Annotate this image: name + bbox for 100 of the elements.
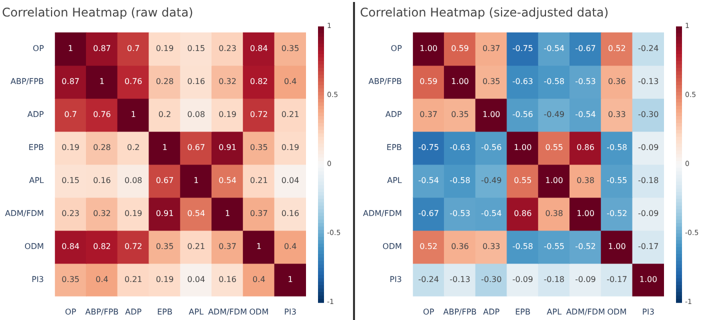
data-label: 0.36 (608, 76, 626, 86)
data-label: -0.58 (512, 242, 534, 251)
data-label: 0.76 (124, 76, 142, 86)
data-label: 0.54 (187, 208, 206, 218)
data-label: -0.58 (450, 176, 470, 185)
data-label: 0.04 (187, 274, 206, 284)
y-tick-label: ODM (382, 242, 402, 251)
data-label: 0.32 (93, 208, 111, 218)
data-label: 0.35 (451, 110, 469, 119)
data-label: 1 (288, 274, 293, 284)
data-label: 0.15 (187, 44, 206, 53)
y-tick-label: PI3 (32, 274, 44, 284)
data-label: 0.19 (124, 208, 142, 218)
data-label: 0.04 (281, 176, 300, 185)
data-label: 0.67 (187, 142, 206, 152)
data-label: 0.82 (250, 76, 268, 86)
data-label: 0.91 (218, 142, 236, 152)
data-label: -0.30 (481, 274, 502, 284)
data-label: 0.35 (62, 274, 80, 284)
data-label: -0.67 (418, 208, 439, 218)
data-label: 0.38 (545, 208, 564, 218)
data-label: 0.19 (156, 44, 174, 53)
data-label: 0.86 (576, 142, 594, 152)
data-label: -0.53 (575, 76, 596, 86)
data-label: -0.55 (606, 176, 628, 185)
x-tick-label: ADM/FDM (566, 307, 606, 316)
data-label: 0.37 (250, 208, 268, 218)
data-label: 0.37 (482, 44, 500, 53)
data-label: 0.15 (62, 176, 80, 185)
data-label: 0.7 (64, 110, 77, 119)
y-tick-label: EPB (28, 142, 44, 152)
data-label: -0.54 (544, 44, 564, 53)
data-label: 0.28 (156, 76, 174, 86)
data-label: 0.21 (250, 176, 268, 185)
data-label: -0.52 (575, 242, 596, 251)
data-label: -0.56 (512, 110, 534, 119)
data-label: -0.75 (418, 142, 439, 152)
data-label: 0.4 (284, 76, 297, 86)
data-label: 0.84 (62, 242, 80, 251)
data-label: 0.59 (420, 76, 438, 86)
data-label: 0.35 (250, 142, 268, 152)
data-label: 0.19 (62, 142, 80, 152)
data-label: 0.72 (250, 110, 268, 119)
data-label: 0.28 (93, 142, 111, 152)
data-label: 0.55 (545, 142, 564, 152)
data-label: 0.08 (187, 110, 206, 119)
data-label: 0.33 (608, 110, 626, 119)
data-label: -0.49 (481, 176, 502, 185)
x-tick-label: EPB (515, 307, 530, 316)
data-label: -0.58 (606, 142, 628, 152)
data-label: 1 (256, 242, 262, 251)
data-label: 0.19 (281, 142, 300, 152)
x-tick-label: EPB (157, 307, 172, 316)
data-label: -0.63 (450, 142, 470, 152)
data-label: 0.2 (127, 142, 140, 152)
data-label: -0.49 (544, 110, 564, 119)
x-tick-label: ABP/FPB (85, 307, 119, 316)
data-label: -0.54 (481, 208, 502, 218)
y-tick-label: PI3 (390, 274, 402, 284)
data-label: 0.19 (156, 274, 174, 284)
data-label: 0.76 (93, 110, 111, 119)
data-label: -0.54 (575, 110, 596, 119)
data-label: 0.82 (93, 242, 111, 251)
data-label: 0.87 (62, 76, 80, 86)
y-tick-label: ADP (385, 110, 402, 119)
data-label: -0.24 (638, 44, 659, 53)
data-label: 0.35 (281, 44, 300, 53)
data-label: 1 (224, 208, 230, 218)
x-tick-label: ABP/FPB (443, 307, 477, 316)
data-label: -0.09 (575, 274, 596, 284)
data-label: -0.09 (638, 142, 659, 152)
data-label: -0.63 (512, 76, 534, 86)
data-label: 1 (68, 44, 74, 53)
data-label: 0.7 (127, 44, 140, 53)
y-tick-label: OP (32, 44, 44, 53)
x-tick-label: PI3 (642, 307, 654, 316)
data-label: 0.4 (252, 274, 266, 284)
y-tick-label: ABP/FPB (10, 76, 44, 86)
data-label: -0.58 (544, 76, 564, 86)
data-label: 1.00 (514, 142, 532, 152)
data-label: 0.08 (124, 176, 142, 185)
data-label: 1.00 (576, 208, 594, 218)
data-label: 0.16 (281, 208, 300, 218)
data-label: 0.36 (451, 242, 469, 251)
data-label: 1 (194, 176, 199, 185)
data-label: 0.35 (156, 242, 174, 251)
data-label: -0.13 (450, 274, 470, 284)
data-label: 0.32 (218, 76, 236, 86)
data-label: 1.00 (639, 274, 658, 284)
data-label: -0.75 (512, 44, 534, 53)
data-label: -0.53 (450, 208, 470, 218)
x-tick-label: OP (65, 307, 76, 316)
data-label: -0.52 (606, 208, 628, 218)
y-tick-label: ADM/FDM (4, 208, 44, 218)
data-label: 0.91 (156, 208, 174, 218)
data-label: 0.33 (482, 242, 500, 251)
data-label: 0.16 (187, 76, 206, 86)
data-label: -0.56 (481, 142, 502, 152)
data-label: 0.16 (93, 176, 111, 185)
data-label: -0.18 (544, 274, 564, 284)
